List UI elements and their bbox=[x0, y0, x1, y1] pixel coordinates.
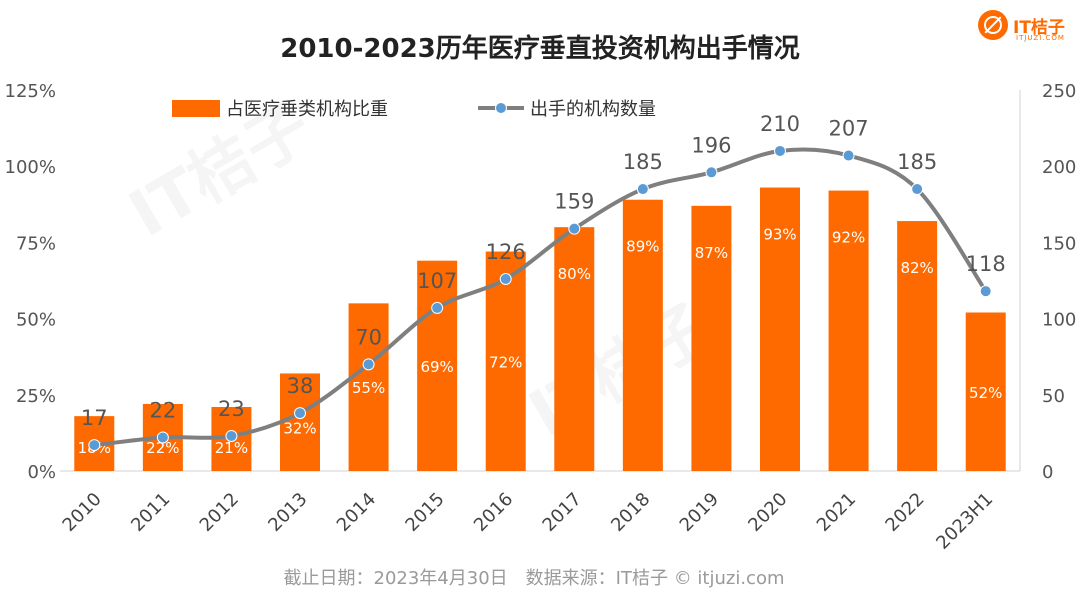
bar-series bbox=[74, 187, 1006, 472]
line-point bbox=[362, 358, 375, 371]
line-data-label: 210 bbox=[760, 112, 800, 136]
legend-label-bar: 占医疗垂类机构比重 bbox=[226, 99, 388, 120]
right-axis-tick-label: 100 bbox=[1042, 310, 1076, 331]
line-point bbox=[842, 149, 855, 162]
left-axis-tick-label: 25% bbox=[16, 386, 56, 407]
left-y-axis: 0% 25% 50% 75% 100% 125% bbox=[5, 81, 56, 483]
line-point bbox=[431, 301, 444, 314]
right-axis-tick-label: 200 bbox=[1042, 157, 1076, 178]
bar bbox=[485, 251, 526, 471]
x-axis-tick-label: 2020 bbox=[744, 489, 791, 536]
line-data-label: 159 bbox=[554, 190, 594, 214]
line-data-label: 207 bbox=[829, 117, 869, 141]
bar-data-label: 21% bbox=[215, 439, 248, 457]
bar-data-label: 80% bbox=[558, 265, 591, 283]
left-axis-tick-label: 50% bbox=[16, 310, 56, 331]
line-data-label: 118 bbox=[966, 252, 1006, 276]
x-axis-tick-label: 2019 bbox=[676, 489, 723, 536]
bar-data-label: 92% bbox=[832, 229, 865, 247]
line-data-label: 185 bbox=[623, 150, 663, 174]
line-data-label: 196 bbox=[691, 133, 731, 157]
bar-data-label: 87% bbox=[695, 244, 728, 262]
right-axis-tick-label: 0 bbox=[1042, 462, 1053, 483]
bar-data-label: 55% bbox=[352, 379, 385, 397]
bar bbox=[897, 221, 938, 471]
legend-swatch-marker bbox=[495, 102, 507, 114]
right-axis-tick-label: 250 bbox=[1042, 81, 1076, 102]
legend-swatch-bar bbox=[172, 100, 220, 117]
line-data-label: 17 bbox=[81, 406, 108, 430]
line-point bbox=[499, 272, 512, 285]
line-point bbox=[225, 429, 238, 442]
bar bbox=[280, 373, 320, 471]
x-axis-tick-label: 2011 bbox=[127, 489, 174, 536]
line-point bbox=[568, 222, 581, 235]
bar-data-label: 89% bbox=[626, 238, 659, 256]
x-axis-tick-label: 2015 bbox=[401, 489, 448, 536]
line-series bbox=[88, 144, 992, 452]
line-data-label: 38 bbox=[287, 374, 314, 398]
line-data-label: 22 bbox=[149, 398, 176, 422]
bar bbox=[622, 199, 663, 471]
bar bbox=[965, 312, 1006, 471]
x-axis-tick-label: 2021 bbox=[813, 489, 860, 536]
bar-data-label: 52% bbox=[969, 384, 1002, 402]
x-axis-tick-label: 2010 bbox=[59, 489, 106, 536]
line-point bbox=[294, 407, 306, 420]
logo-domain: ITJUZI.COM bbox=[1016, 34, 1065, 42]
x-axis-tick-label: 2023H1 bbox=[932, 489, 997, 554]
bar bbox=[417, 260, 458, 471]
footer-source: 截止日期：2023年4月30日 数据来源：IT桔子 © itjuzi.com bbox=[284, 568, 785, 589]
bar-data-label: 69% bbox=[420, 358, 453, 376]
line-point bbox=[156, 431, 169, 444]
left-axis-tick-label: 75% bbox=[16, 233, 56, 254]
x-axis-tick-label: 2012 bbox=[196, 489, 243, 536]
line-data-label: 23 bbox=[218, 397, 245, 421]
x-axis-tick-label: 2016 bbox=[470, 489, 517, 536]
x-axis-tick-label: 2017 bbox=[539, 489, 586, 536]
bar bbox=[691, 205, 732, 471]
bar-data-label: 82% bbox=[900, 259, 933, 277]
x-axis-tick-label: 2022 bbox=[881, 489, 928, 536]
itjuzi-logo: IT桔子 ITJUZI.COM bbox=[978, 10, 1070, 44]
line-point bbox=[705, 166, 718, 179]
line-point bbox=[979, 285, 992, 298]
line-point bbox=[636, 183, 649, 196]
left-axis-tick-label: 100% bbox=[5, 157, 56, 178]
line-point bbox=[774, 144, 786, 157]
x-axis-tick-label: 2013 bbox=[264, 489, 311, 536]
line-point bbox=[911, 183, 924, 196]
legend-label-line: 出手的机构数量 bbox=[530, 99, 656, 120]
legend: 占医疗垂类机构比重 出手的机构数量 bbox=[172, 99, 656, 120]
logo-text: IT桔子 bbox=[1013, 18, 1065, 38]
bar bbox=[554, 227, 595, 471]
line-point bbox=[88, 439, 101, 452]
chart-title: 2010-2023历年医疗垂直投资机构出手情况 bbox=[280, 33, 800, 64]
line-data-label: 185 bbox=[897, 150, 937, 174]
line-data-label: 126 bbox=[486, 240, 526, 264]
x-axis-tick-label: 2014 bbox=[333, 489, 380, 536]
right-axis-tick-label: 150 bbox=[1042, 233, 1076, 254]
left-axis-tick-label: 125% bbox=[5, 81, 56, 102]
line-labels: 17 22 23 38 70 107 126 159 185 196 210 207 185 118 bbox=[81, 112, 1006, 430]
line-data-label: 70 bbox=[355, 325, 382, 349]
x-axis-tick-label: 2018 bbox=[607, 489, 654, 536]
bar bbox=[760, 187, 800, 471]
right-y-axis: 0 50 100 150 200 250 bbox=[1019, 81, 1076, 483]
left-axis-tick-label: 0% bbox=[27, 462, 56, 483]
bar-data-label: 32% bbox=[283, 419, 316, 437]
bar-data-label: 72% bbox=[489, 353, 522, 371]
bar bbox=[348, 303, 389, 471]
x-axis: 2010 2011 2012 2013 2014 2015 2016 2017 2018 2019… bbox=[59, 470, 1020, 554]
line-data-label: 107 bbox=[417, 269, 457, 293]
bar bbox=[828, 190, 869, 472]
right-axis-tick-label: 50 bbox=[1042, 386, 1065, 407]
bar-data-label: 22% bbox=[146, 439, 179, 457]
bar-data-label: 93% bbox=[763, 226, 796, 244]
orange-slice-icon bbox=[978, 10, 1008, 40]
